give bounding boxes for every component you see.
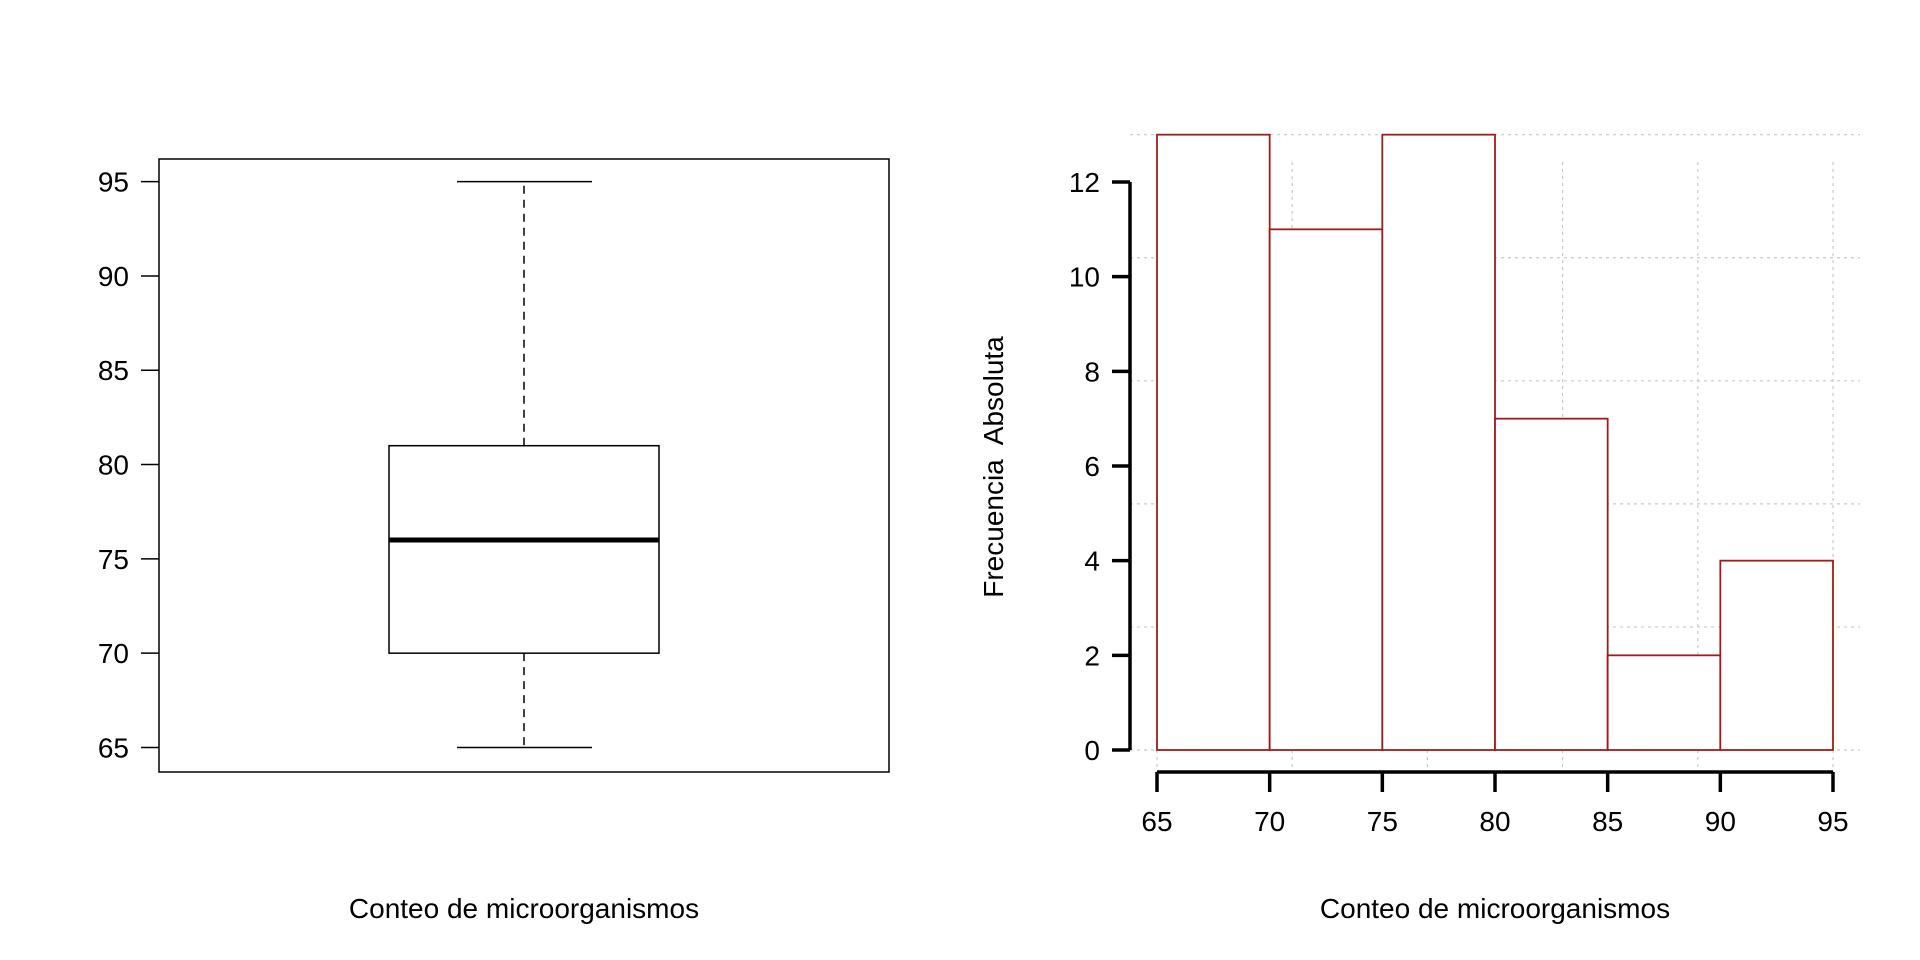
boxplot-y-axis: 65 70 75 80 85 90 95: [98, 167, 159, 763]
histogram-y-tick-label: 6: [1084, 451, 1100, 482]
histogram-y-tick-label: 4: [1084, 546, 1100, 577]
histogram-y-tick-label: 2: [1084, 640, 1100, 671]
histogram-bar: [1381, 133, 1496, 751]
histogram-x-tick-label: 65: [1141, 806, 1172, 837]
boxplot-y-tick-label: 95: [98, 167, 129, 198]
histogram-y-tick-label: 0: [1084, 735, 1100, 766]
histogram-y-tick-label: 8: [1084, 356, 1100, 387]
histogram-x-label: Conteo de microorganismos: [1320, 893, 1670, 924]
boxplot-y-tick-label: 65: [98, 732, 129, 763]
boxplot-y-tick-label: 80: [98, 450, 129, 481]
histogram-x-tick-label: 95: [1817, 806, 1848, 837]
histogram-y-axis: 0 2 4 6 8 10 12: [1069, 167, 1132, 766]
histogram-x-tick-label: 75: [1367, 806, 1398, 837]
boxplot-box: [388, 444, 660, 654]
histogram-y-tick-label: 10: [1069, 262, 1100, 293]
boxplot-y-tick-label: 75: [98, 544, 129, 575]
histogram-x-tick-label: 80: [1479, 806, 1510, 837]
histogram-panel: 0 2 4 6 8 10 12 65 70 75 80 85 90 95 Frecuencia Abso…: [978, 133, 1860, 924]
histogram-y-tick-label: 12: [1069, 167, 1100, 198]
histogram-y-label: Frecuencia Absoluta: [978, 336, 1009, 598]
boxplot-marks: [388, 180, 660, 749]
histogram-bar: [1268, 228, 1384, 751]
boxplot-y-tick-label: 70: [98, 638, 129, 669]
histogram-bar: [1494, 417, 1609, 751]
histogram-bar: [1156, 133, 1271, 751]
histogram-bars: [1156, 133, 1834, 751]
histogram-x-tick-label: 85: [1592, 806, 1623, 837]
histogram-x-axis: 65 70 75 80 85 90 95: [1141, 770, 1849, 837]
boxplot-frame: [158, 158, 890, 773]
histogram-x-tick-label: 90: [1705, 806, 1736, 837]
boxplot-y-tick-label: 85: [98, 355, 129, 386]
histogram-bar: [1719, 559, 1834, 751]
boxplot-panel: 65 70 75 80 85 90 95 Conteo de microorganismos: [98, 158, 890, 924]
histogram-x-tick-label: 70: [1254, 806, 1285, 837]
histogram-bar: [1606, 654, 1722, 751]
boxplot-x-label: Conteo de microorganismos: [349, 893, 699, 924]
boxplot-y-tick-label: 90: [98, 261, 129, 292]
